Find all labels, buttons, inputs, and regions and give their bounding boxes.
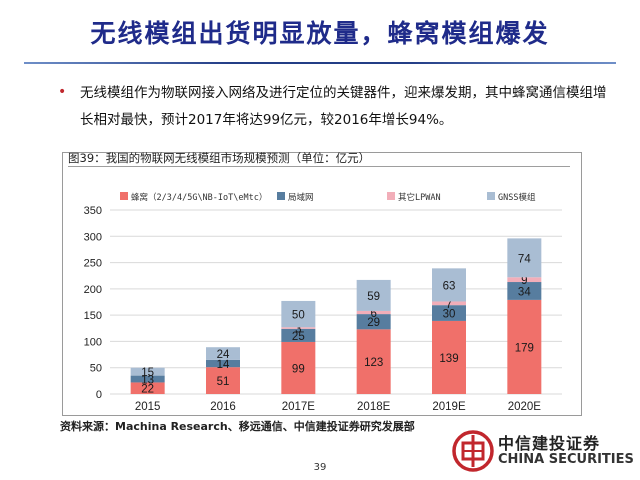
legend-swatch	[487, 192, 495, 200]
y-tick-label: 0	[96, 389, 102, 401]
data-label: 7	[446, 299, 452, 311]
data-label: 63	[443, 280, 456, 292]
data-label: 59	[367, 291, 380, 303]
x-tick-label: 2016	[210, 401, 236, 413]
legend-label: 其它LPWAN	[398, 192, 441, 203]
bar-segment	[507, 282, 542, 300]
y-tick-label: 100	[84, 336, 102, 348]
data-label: 139	[439, 353, 458, 365]
bar-segment	[356, 310, 391, 315]
data-label: 179	[515, 342, 534, 354]
bar-segment	[130, 382, 165, 394]
data-label: 74	[518, 253, 531, 265]
source-note: 资料来源：Machina Research、移远通信、中信建投证券研究发展部	[60, 420, 415, 433]
caption-divider	[68, 166, 570, 167]
data-label: 15	[141, 367, 154, 379]
title-divider	[24, 62, 616, 64]
bar-segment	[507, 277, 542, 283]
x-tick-label: 2015	[135, 401, 161, 413]
x-tick-label: 2020E	[508, 401, 542, 413]
data-label: 29	[367, 317, 380, 329]
y-tick-label: 350	[84, 205, 102, 217]
x-tick-label: 2018E	[357, 401, 391, 413]
legend-swatch	[387, 192, 395, 200]
y-tick-label: 200	[84, 284, 102, 296]
data-label: 22	[141, 384, 154, 396]
x-tick-label: 2019E	[432, 401, 466, 413]
bar-segment	[432, 301, 466, 306]
data-label: 3	[295, 324, 301, 336]
legend-label: GNSS模组	[498, 192, 536, 203]
bar-segment	[356, 314, 391, 330]
bar-segment	[281, 327, 316, 329]
bar-segment	[206, 367, 240, 394]
stacked-bar-chart: 050100150200250300350蜂窝（2/3/4/5G\NB-IoT\…	[84, 192, 562, 413]
x-tick-label: 2017E	[282, 401, 316, 413]
page-number: 39	[313, 462, 327, 473]
bar-segment	[206, 359, 240, 368]
legend-label: 局域网	[288, 192, 314, 203]
bar-segment	[432, 320, 466, 394]
bullet-marker: •	[58, 84, 67, 100]
company-logo: 中信建投证券 CHINA SECURITIES	[450, 428, 640, 476]
bar-segment	[281, 341, 316, 394]
bar-segment	[206, 347, 240, 360]
legend-label: 蜂窝（2/3/4/5G\NB-IoT\eMtc）	[131, 192, 267, 203]
y-tick-label: 50	[90, 363, 102, 375]
bar-segment	[507, 299, 542, 394]
legend-swatch	[120, 192, 128, 200]
bullet-text: 无线模组作为物联网接入网络及进行定位的关键器件，迎来爆发期，其中蜂窝通信模组增长…	[80, 85, 607, 128]
y-tick-label: 150	[84, 310, 102, 322]
data-label: 51	[217, 376, 230, 388]
y-tick-label: 300	[84, 231, 102, 243]
data-label: 13	[141, 375, 154, 387]
logo-name-cn: 中信建投证券	[498, 434, 601, 453]
bar-segment	[507, 238, 542, 278]
bar-segment	[130, 375, 165, 383]
data-label: 25	[292, 331, 305, 343]
data-label: 123	[364, 357, 383, 369]
bar-segment	[281, 300, 316, 328]
data-label: 24	[217, 349, 230, 361]
data-label: 9	[521, 275, 527, 287]
y-tick-label: 250	[84, 258, 102, 270]
bar-segment	[130, 367, 165, 376]
bar-segment	[432, 268, 466, 302]
slide-title: 无线模组出货明显放量，蜂窝模组爆发	[90, 19, 550, 48]
data-label: 34	[518, 286, 531, 298]
bar-segment	[356, 329, 391, 394]
data-label: 99	[292, 363, 305, 375]
bar-segment	[281, 328, 316, 342]
logo-emblem-icon	[452, 430, 494, 472]
logo-name-en: CHINA SECURITIES	[498, 452, 634, 467]
data-label: 14	[217, 359, 230, 371]
bar-segment	[356, 279, 391, 311]
data-label: 6	[370, 308, 376, 320]
legend-swatch	[277, 192, 285, 200]
chart-caption: 图39：我国的物联网无线模组市场规模预测（单位：亿元）	[68, 151, 371, 165]
data-label: 30	[443, 309, 456, 321]
bar-segment	[432, 305, 466, 321]
data-label: 50	[292, 310, 305, 322]
